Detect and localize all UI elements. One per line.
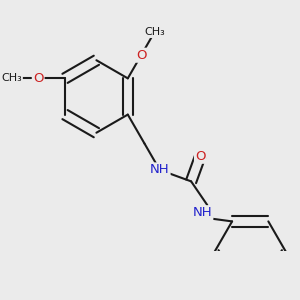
Text: CH₃: CH₃ bbox=[1, 74, 22, 83]
Text: O: O bbox=[136, 49, 146, 62]
Text: O: O bbox=[195, 150, 206, 163]
Text: NH: NH bbox=[193, 206, 212, 219]
Text: NH: NH bbox=[150, 164, 170, 176]
Text: CH₃: CH₃ bbox=[144, 27, 165, 37]
Text: O: O bbox=[33, 72, 44, 85]
